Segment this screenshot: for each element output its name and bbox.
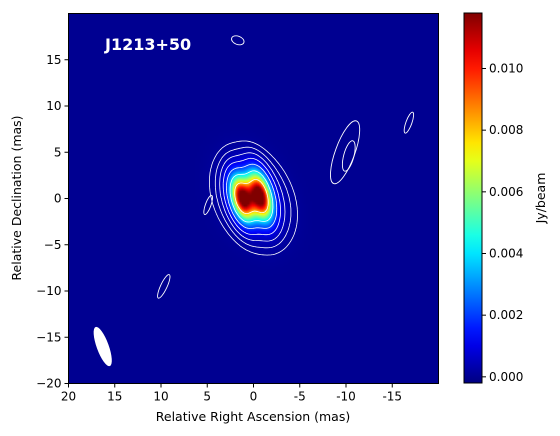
y-tick-label: 10 — [46, 99, 61, 113]
contour-level — [222, 157, 281, 236]
contour-level — [229, 170, 274, 223]
source-label: J1213+50 — [104, 35, 191, 54]
x-tick-label: 10 — [153, 390, 168, 404]
x-tick-label: -5 — [294, 390, 306, 404]
y-tick-label: −20 — [36, 377, 61, 391]
x-tick-label: -10 — [336, 390, 356, 404]
colorbar-tick-label: 0.008 — [489, 123, 523, 137]
isolated-contour — [231, 35, 245, 46]
x-tick-label: 15 — [107, 390, 122, 404]
y-tick-label: −15 — [36, 330, 61, 344]
isolated-contour — [403, 111, 415, 134]
y-tick-label: −5 — [44, 238, 62, 252]
contour-level — [214, 146, 292, 249]
colorbar-tick-label: 0.000 — [489, 370, 523, 384]
plot-area: J1213+50 — [68, 13, 439, 384]
isolated-contour — [341, 140, 356, 172]
contour-level — [234, 179, 269, 214]
isolated-contour — [157, 274, 171, 299]
y-tick-label: 5 — [54, 145, 62, 159]
y-tick-label: 0 — [54, 192, 62, 206]
colorbar-fill — [463, 12, 483, 384]
y-tick-label: −10 — [36, 284, 61, 298]
contour-level — [209, 140, 298, 256]
colorbar-tick-label: 0.002 — [489, 308, 523, 322]
isolated-contours — [157, 35, 415, 299]
isolated-contour — [203, 194, 213, 216]
colorbar-tick-label: 0.006 — [489, 185, 523, 199]
y-axis-label: Relative Declination (mas) — [9, 115, 24, 280]
colorbar-tick-label: 0.010 — [489, 62, 523, 76]
colorbar-label: Jy/beam — [533, 173, 548, 225]
colorbar-tick-label: 0.004 — [489, 247, 523, 261]
contour-lines — [209, 140, 298, 256]
x-tick-label: -15 — [382, 390, 402, 404]
contour-level — [226, 163, 278, 229]
colorbar: 0.000 0.002 0.004 0.006 0.008 0.010 Jy/beam — [463, 12, 548, 384]
x-axis-label: Relative Right Ascension (mas) — [156, 409, 350, 424]
colorbar-ticks: 0.000 0.002 0.004 0.006 0.008 0.010 — [482, 62, 523, 384]
intensity-map — [68, 13, 439, 384]
restoring-beam — [93, 326, 112, 367]
x-tick-label: 5 — [203, 390, 211, 404]
y-axis: 15 10 5 0 −5 −10 −15 −20 — [36, 53, 69, 391]
x-tick-label: 20 — [61, 390, 76, 404]
contour-level — [219, 152, 286, 242]
x-tick-label: 0 — [250, 390, 258, 404]
x-axis: 20 15 10 5 0 -5 -10 -15 — [61, 383, 402, 404]
y-tick-label: 15 — [46, 53, 61, 67]
